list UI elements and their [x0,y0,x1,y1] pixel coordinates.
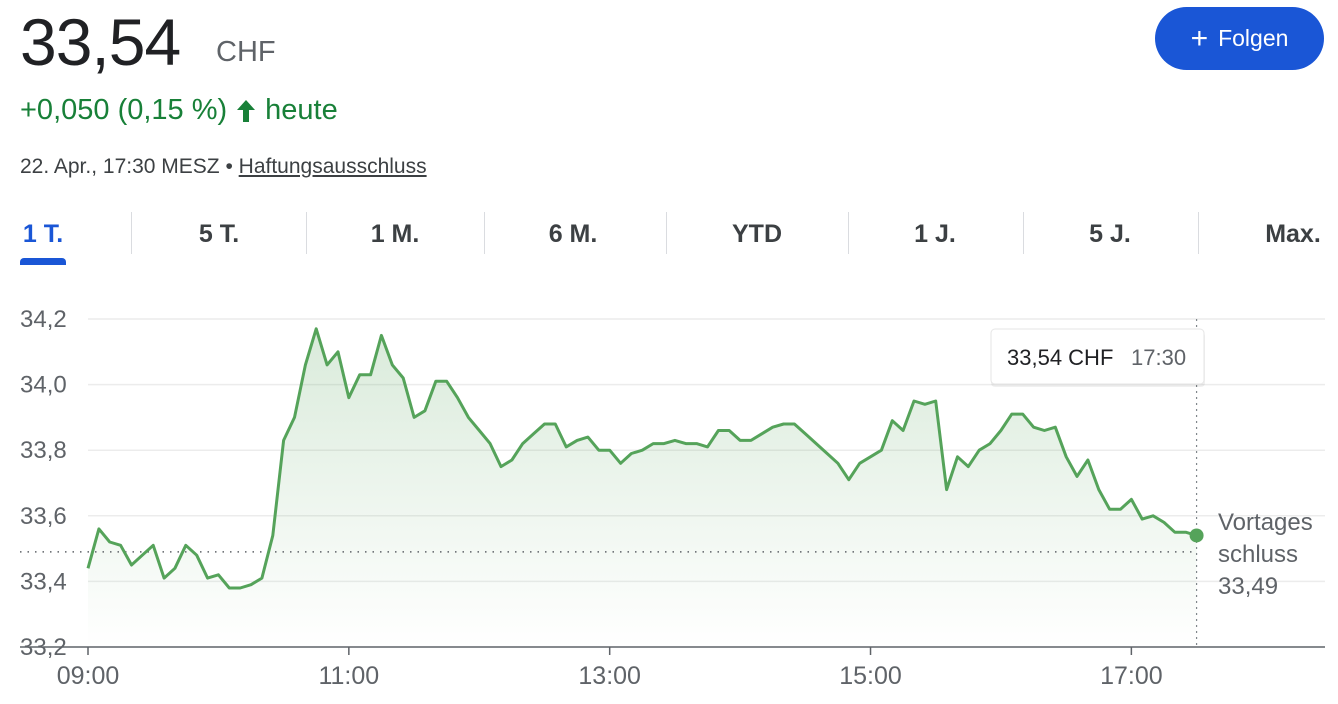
area [88,328,1197,647]
tab[interactable]: YTD [732,220,782,248]
x-tick-label: 13:00 [578,662,641,690]
y-tick-label: 33,8 [20,437,67,464]
tab-separator [848,212,849,254]
reference-label: schluss [1218,541,1298,568]
tab-separator [131,212,132,254]
tab[interactable]: Max. [1265,220,1321,248]
tab-separator [1198,212,1199,254]
tab[interactable]: 1 T. [22,220,64,248]
tab[interactable]: 5 J. [1089,220,1131,248]
last-point [1189,528,1204,543]
x-tick-label: 09:00 [57,662,120,690]
reference-value: 33,49 [1218,573,1278,600]
tab-separator [306,212,307,254]
reference-label: Vortages [1218,509,1313,536]
timestamp-row: 22. Apr., 17:30 MESZ • Haftungsausschlus… [20,155,427,179]
tooltip [990,328,1205,385]
tooltip-time: 17:30 [1131,345,1186,370]
y-tick-label: 34,2 [20,306,67,333]
change: +0,050 (0,15 %) heute [20,94,338,127]
x-tick-label: 15:00 [839,662,902,690]
tab[interactable]: 1 M. [370,220,420,248]
tab[interactable]: 6 M. [548,220,598,248]
period: heute [265,94,338,126]
y-tick-label: 33,6 [20,503,67,530]
currency: CHF [216,36,276,68]
active-indicator [20,258,66,265]
follow-label: Folgen [1218,25,1289,51]
tab-separator [1023,212,1024,254]
y-tick-label: 34,0 [20,372,67,399]
price-line [86,327,1198,590]
y-tick-label: 33,4 [20,568,67,595]
tab-separator [666,212,667,254]
timestamp: 22. Apr., 17:30 MESZ [20,155,220,178]
follow-button[interactable]: + Folgen [1155,7,1324,70]
price: 33,54 [20,5,181,79]
tab[interactable]: 5 T. [198,220,240,248]
tab-separator [484,212,485,254]
separator: • [225,155,233,178]
disclaimer[interactable]: Haftungsausschluss [238,155,427,178]
plus-icon: + [1190,21,1209,55]
tab[interactable]: 1 J. [914,220,956,248]
x-tick-label: 11:00 [318,662,379,690]
up-arrow [237,99,256,122]
change-value: +0,050 (0,15 %) [20,94,228,126]
tooltip-shadow [991,332,1205,387]
x-tick-label: 17:00 [1100,662,1163,690]
y-tick-label: 33,2 [20,634,67,661]
tooltip-value: 33,54 CHF [1007,345,1113,370]
